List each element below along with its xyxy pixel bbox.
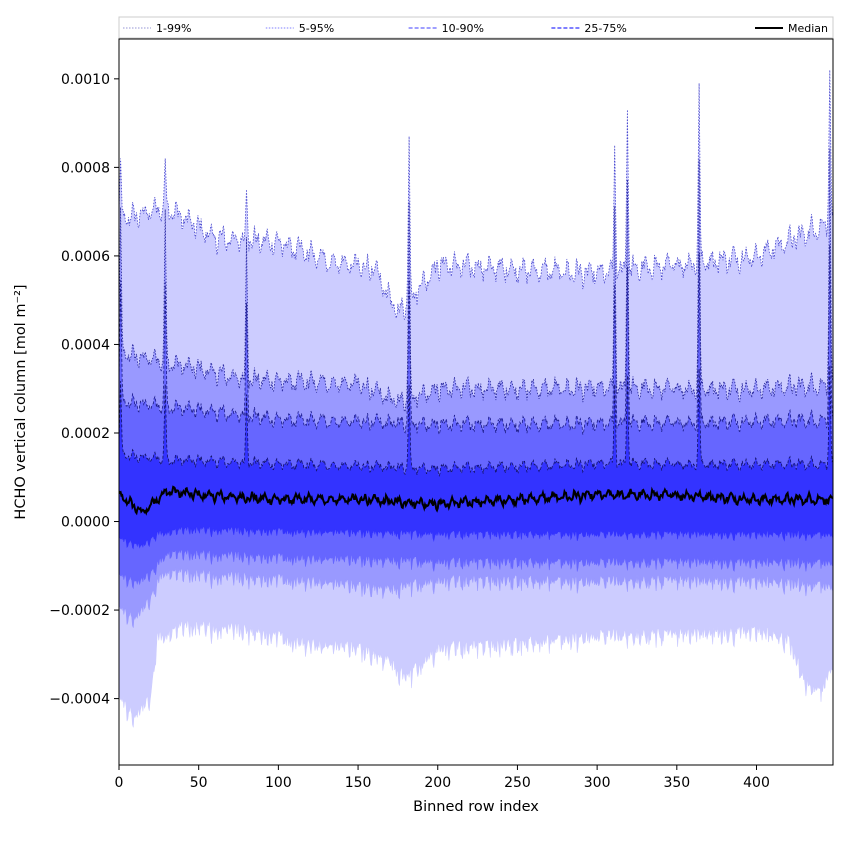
legend: 1-99% 5-95% 10-90% 25-75% Median [118, 16, 834, 39]
band-1-99%-lower-line [119, 619, 833, 728]
x-tick-label-250: 250 [504, 775, 531, 791]
legend-label-1-99%: 1-99% [156, 22, 191, 35]
y-tick-label--0.0002: −0.0002 [49, 603, 110, 619]
y-tick-label-0.001: 0.0010 [61, 72, 110, 88]
y-tick-label-0.0008: 0.0008 [61, 160, 110, 176]
x-axis-label: Binned row index [413, 799, 539, 815]
band-25-75%-area [119, 365, 833, 549]
legend-label-Median: Median [788, 22, 828, 35]
x-tick-label-200: 200 [424, 775, 451, 791]
legend-label-5-95%: 5-95% [299, 22, 334, 35]
legend-label-10-90%: 10-90% [442, 22, 484, 35]
x-tick-label-0: 0 [115, 775, 124, 791]
band-1-99%-upper-line [119, 69, 833, 320]
y-axis: −0.0004 −0.0002 0.0000 0.0002 0.0004 0.0006 0.… [49, 72, 119, 708]
x-tick-label-300: 300 [584, 775, 611, 791]
band-5-95%-upper-line [119, 148, 833, 413]
band-10-90%-upper-line [119, 244, 833, 436]
y-tick-label-0.0004: 0.0004 [61, 337, 110, 353]
y-axis-label: HCHO vertical column [mol m⁻²] [13, 284, 29, 519]
band-25-75%-upper-line [119, 365, 833, 477]
median-line [119, 485, 833, 516]
legend-label-25-75%: 25-75% [584, 22, 626, 35]
x-tick-label-150: 150 [345, 775, 372, 791]
x-tick-label-350: 350 [663, 775, 690, 791]
plot-frame [118, 38, 834, 766]
plot-area [119, 69, 833, 728]
x-tick-label-100: 100 [265, 775, 292, 791]
y-tick-label--0.0004: −0.0004 [49, 692, 110, 708]
legend-frame [118, 16, 834, 39]
band-5-95%-lower-line [119, 567, 833, 628]
y-tick-label-0.0006: 0.0006 [61, 249, 110, 265]
x-tick-label-50: 50 [190, 775, 208, 791]
band-25-75%-lower-line [119, 525, 833, 550]
x-tick-label-400: 400 [743, 775, 770, 791]
y-tick-label-0.0002: 0.0002 [61, 426, 110, 442]
band-10-90%-lower-line [119, 548, 833, 590]
x-axis: 0 50 100 150 200 250 300 350 400 [115, 765, 770, 791]
y-tick-label-0: 0.0000 [61, 515, 110, 531]
